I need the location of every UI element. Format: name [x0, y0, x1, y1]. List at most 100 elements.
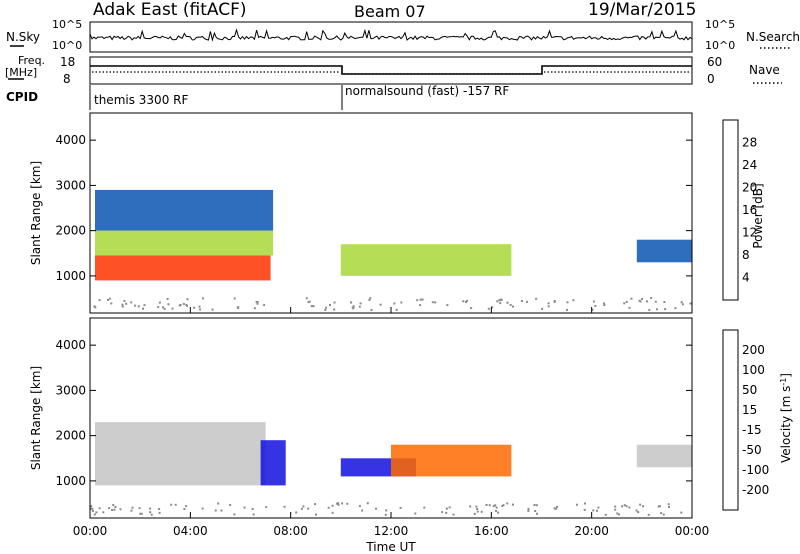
power-speckle: [400, 301, 403, 304]
velocity-speckle: [414, 512, 417, 515]
power-speckle: [359, 302, 362, 305]
velocity-speckle: [497, 511, 500, 514]
power-speckle: [664, 308, 667, 311]
power-speckle: [591, 308, 594, 311]
velocity-speckle: [119, 508, 122, 511]
velocity-speckle: [158, 511, 161, 514]
velocity-speckle: [140, 512, 143, 515]
freq-label: Freq.: [18, 54, 45, 67]
velocity-speckle: [139, 512, 142, 515]
power-speckle: [419, 304, 422, 307]
power-speckle: [121, 305, 124, 308]
velocity-speckle: [492, 505, 495, 508]
velocity-speckle: [597, 506, 600, 509]
power-speckle: [253, 307, 256, 310]
velocity-speckle: [476, 510, 479, 513]
power-speckle: [421, 298, 424, 301]
power-speckle: [648, 308, 651, 311]
velocity-speckle: [494, 504, 497, 507]
power-speckle: [157, 306, 160, 309]
velocity-speckle: [358, 505, 361, 508]
velocity-speckle: [214, 509, 217, 512]
velocity-speckle: [217, 502, 220, 505]
power-speckle: [628, 306, 631, 309]
power-speckle: [333, 301, 336, 304]
velocity-region-late: [636, 444, 692, 468]
velocity-speckle: [251, 508, 254, 510]
noise-panel: N.Sky 10^5 10^0 10^5 10^0 N.Search: [6, 18, 800, 53]
velocity-speckle: [480, 510, 483, 513]
power-speckle: [358, 305, 361, 308]
power-speckle: [179, 304, 182, 307]
power-speckle: [512, 305, 514, 308]
freq-unit-label: [MHz]: [5, 66, 37, 79]
velocity-speckle: [337, 503, 340, 506]
velocity-speckle: [642, 505, 645, 508]
power-speckle: [310, 305, 313, 308]
velocity-speckle: [361, 509, 364, 512]
velocity-speckle: [423, 506, 426, 509]
power-speckle: [541, 307, 544, 310]
noise-sky-label: N.Sky: [6, 30, 40, 44]
velocity-speckle: [657, 505, 660, 508]
velocity-colorbar-tick-label: -50: [742, 443, 762, 457]
power-colorbar-frame: [722, 119, 739, 301]
power-speckle: [646, 300, 648, 303]
power-colorbar-tick-label: 20: [742, 181, 757, 195]
velocity-speckle: [331, 511, 334, 514]
velocity-speckle: [95, 511, 98, 514]
velocity-speckle: [150, 513, 153, 516]
power-speckle: [393, 302, 396, 305]
velocity-speckle: [98, 507, 101, 510]
velocity-ytick-label: 3000: [55, 383, 86, 397]
power-speckle: [465, 301, 467, 304]
power-ytick-label: 4000: [55, 133, 86, 147]
power-speckle: [167, 303, 170, 306]
power-panel: 1000 2000 3000 4000 Slant Range [km]: [29, 112, 693, 314]
power-speckle: [509, 303, 512, 306]
power-colorbar-tick-label: 16: [742, 203, 757, 217]
velocity-speckle: [315, 513, 317, 516]
velocity-colorbar-tick-label: 200: [742, 343, 765, 357]
velocity-colorbar-tick-label: -15: [742, 423, 762, 437]
beam-title: Beam 07: [354, 2, 426, 21]
power-colorbar-tick-label: 4: [742, 271, 750, 285]
power-speckle: [307, 301, 310, 304]
velocity-speckle: [399, 506, 402, 509]
power-speckle: [166, 298, 169, 300]
power-speckle: [663, 301, 666, 303]
velocity-speckle: [635, 509, 638, 512]
x-tick-label: 00:00: [73, 524, 108, 538]
power-speckle: [352, 307, 355, 310]
power-speckle: [162, 306, 164, 309]
velocity-speckle: [495, 506, 498, 509]
velocity-speckle: [90, 505, 93, 508]
power-speckle: [308, 300, 311, 303]
velocity-speckle: [441, 511, 444, 514]
noise-sky-trace: [89, 28, 693, 42]
velocity-speckle: [512, 503, 514, 506]
velocity-speckle: [131, 506, 134, 509]
power-speckle: [566, 308, 568, 311]
nave-tick-bottom: 0: [707, 72, 715, 86]
power-speckle: [419, 298, 422, 301]
velocity-speckle: [527, 509, 530, 512]
power-y-axis: 1000 2000 3000 4000: [55, 133, 692, 283]
power-speckle: [236, 307, 239, 309]
x-tick-label: 12:00: [374, 524, 409, 538]
power-speckle: [158, 301, 161, 304]
velocity-speckle: [302, 505, 305, 508]
power-speckle: [263, 304, 266, 307]
power-speckle: [462, 300, 465, 303]
velocity-speckle: [616, 512, 619, 515]
velocity-speckle: [535, 504, 538, 507]
power-speckle: [256, 301, 259, 303]
noise-search-label: N.Search: [746, 30, 800, 44]
x-tick-label: 00:00: [675, 524, 710, 538]
velocity-speckle: [583, 508, 586, 511]
xlabel: Time UT: [365, 540, 416, 554]
velocity-speckle: [604, 513, 607, 516]
nave-tick-top: 60: [707, 55, 722, 69]
velocity-speckle: [488, 504, 491, 507]
power-speckle: [199, 308, 202, 311]
